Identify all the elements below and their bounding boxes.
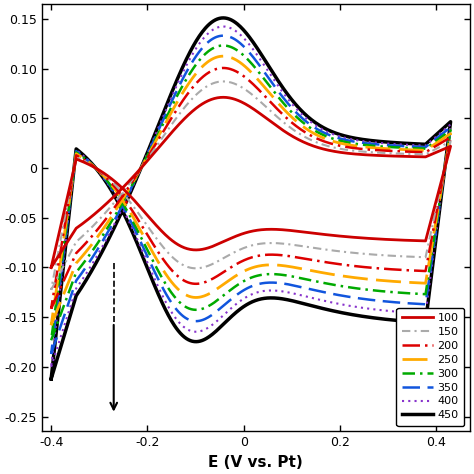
300 <box>48 337 54 343</box>
Line: 100: 100 <box>51 97 451 267</box>
200 <box>97 223 103 229</box>
350 <box>337 292 343 298</box>
400 <box>362 305 367 311</box>
400 <box>240 296 246 302</box>
300 <box>337 283 343 289</box>
450 <box>97 253 103 258</box>
400 <box>48 364 54 370</box>
300 <box>48 337 54 343</box>
250 <box>97 230 103 236</box>
X-axis label: E (V vs. Pt): E (V vs. Pt) <box>208 455 303 470</box>
400 <box>97 247 103 253</box>
350 <box>48 351 54 357</box>
450 <box>220 15 226 21</box>
350 <box>362 296 367 302</box>
300 <box>362 286 367 292</box>
400 <box>383 308 388 313</box>
100 <box>220 94 226 100</box>
200 <box>240 258 246 264</box>
100 <box>97 206 103 212</box>
100 <box>383 237 388 242</box>
200 <box>337 262 343 267</box>
250 <box>158 264 164 270</box>
100 <box>240 231 246 237</box>
100 <box>48 264 54 270</box>
450 <box>158 298 164 304</box>
Line: 150: 150 <box>51 82 451 290</box>
450 <box>383 317 388 322</box>
250 <box>383 278 388 283</box>
300 <box>158 273 164 279</box>
250 <box>240 269 246 274</box>
150 <box>240 246 246 251</box>
400 <box>337 301 343 307</box>
400 <box>158 291 164 296</box>
150 <box>48 287 54 292</box>
Line: 400: 400 <box>51 27 451 367</box>
Line: 200: 200 <box>51 68 451 309</box>
250 <box>48 322 54 328</box>
150 <box>97 216 103 221</box>
150 <box>383 253 388 258</box>
300 <box>97 237 103 242</box>
350 <box>97 242 103 248</box>
350 <box>158 283 164 288</box>
Line: 350: 350 <box>51 36 451 354</box>
350 <box>48 351 54 357</box>
100 <box>48 264 54 270</box>
150 <box>158 242 164 247</box>
450 <box>48 376 54 382</box>
350 <box>383 299 388 304</box>
250 <box>220 53 226 59</box>
250 <box>362 276 367 282</box>
150 <box>362 251 367 257</box>
100 <box>158 228 164 234</box>
Line: 250: 250 <box>51 56 451 325</box>
250 <box>48 322 54 328</box>
Line: 450: 450 <box>51 18 451 379</box>
300 <box>383 289 388 294</box>
150 <box>220 79 226 84</box>
Legend: 100, 150, 200, 250, 300, 350, 400, 450: 100, 150, 200, 250, 300, 350, 400, 450 <box>396 308 464 426</box>
200 <box>383 266 388 272</box>
150 <box>48 287 54 292</box>
300 <box>240 279 246 284</box>
450 <box>337 310 343 315</box>
200 <box>48 306 54 311</box>
400 <box>48 364 54 370</box>
450 <box>240 304 246 310</box>
200 <box>362 264 367 270</box>
150 <box>337 248 343 254</box>
100 <box>337 233 343 239</box>
200 <box>158 254 164 259</box>
400 <box>220 24 226 29</box>
250 <box>337 273 343 279</box>
450 <box>362 314 367 319</box>
300 <box>220 43 226 48</box>
450 <box>48 376 54 382</box>
200 <box>48 306 54 311</box>
350 <box>240 288 246 293</box>
350 <box>220 33 226 38</box>
100 <box>362 235 367 241</box>
200 <box>220 65 226 71</box>
Line: 300: 300 <box>51 46 451 340</box>
